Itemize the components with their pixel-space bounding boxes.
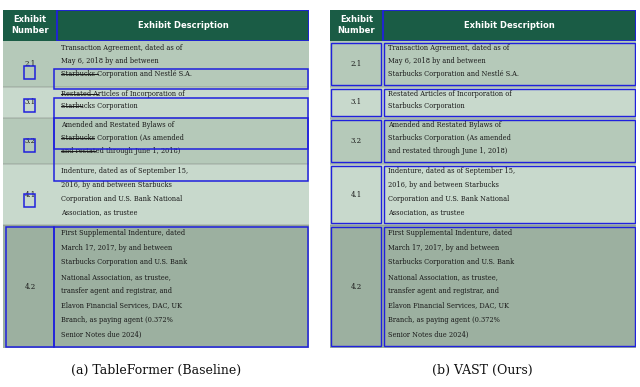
- Text: 2016, by and between Starbucks: 2016, by and between Starbucks: [61, 181, 172, 189]
- Text: National Association, as trustee,: National Association, as trustee,: [388, 273, 497, 281]
- Text: Indenture, dated as of September 15,: Indenture, dated as of September 15,: [61, 167, 188, 175]
- Bar: [54, 68, 308, 89]
- Text: National Association, as trustee,: National Association, as trustee,: [61, 273, 171, 281]
- Bar: [3, 118, 309, 164]
- Bar: [330, 164, 636, 225]
- Text: 2.1: 2.1: [351, 60, 362, 68]
- Text: and restated through June 1, 2018): and restated through June 1, 2018): [388, 147, 507, 155]
- Text: 4.2: 4.2: [351, 283, 362, 291]
- Bar: [330, 118, 636, 164]
- Bar: [332, 227, 381, 346]
- Bar: [24, 194, 35, 207]
- Bar: [330, 87, 636, 118]
- Text: transfer agent and registrar, and: transfer agent and registrar, and: [61, 287, 172, 295]
- Text: Transaction Agreement, dated as of: Transaction Agreement, dated as of: [61, 44, 182, 52]
- Text: Elavon Financial Services, DAC, UK: Elavon Financial Services, DAC, UK: [388, 301, 509, 310]
- Bar: [3, 164, 309, 225]
- Bar: [384, 227, 635, 346]
- Bar: [384, 166, 635, 223]
- Bar: [57, 10, 309, 41]
- Bar: [3, 225, 309, 348]
- Text: 3.1: 3.1: [24, 98, 36, 106]
- Text: 4.1: 4.1: [24, 190, 36, 199]
- Text: Indenture, dated as of September 15,: Indenture, dated as of September 15,: [388, 167, 515, 175]
- Bar: [54, 118, 308, 181]
- Bar: [54, 227, 308, 347]
- Text: Starbucks Corporation (As amended: Starbucks Corporation (As amended: [388, 134, 511, 142]
- Text: Starbucks Corporation and Nestlé S.A.: Starbucks Corporation and Nestlé S.A.: [61, 70, 193, 79]
- Bar: [3, 41, 309, 87]
- Bar: [332, 166, 381, 223]
- Text: Amended and Restated Bylaws of: Amended and Restated Bylaws of: [61, 121, 175, 129]
- Bar: [24, 66, 35, 79]
- Text: Branch, as paying agent (0.372%: Branch, as paying agent (0.372%: [388, 316, 500, 324]
- Text: May 6, 2018 by and between: May 6, 2018 by and between: [61, 57, 159, 65]
- Bar: [6, 227, 54, 347]
- Text: Elavon Financial Services, DAC, UK: Elavon Financial Services, DAC, UK: [61, 301, 182, 310]
- Bar: [384, 120, 635, 162]
- Text: Transaction Agreement, dated as of: Transaction Agreement, dated as of: [388, 44, 509, 52]
- Text: Starbucks Corporation: Starbucks Corporation: [388, 102, 465, 110]
- Text: 3.2: 3.2: [24, 137, 36, 145]
- Text: Senior Notes due 2024): Senior Notes due 2024): [61, 330, 142, 339]
- Bar: [384, 43, 635, 85]
- Text: Association, as trustee: Association, as trustee: [61, 208, 138, 216]
- Text: Amended and Restated Bylaws of: Amended and Restated Bylaws of: [388, 121, 501, 129]
- Text: and restated through June 1, 2018): and restated through June 1, 2018): [61, 147, 180, 155]
- Bar: [384, 89, 635, 116]
- Text: Association, as trustee: Association, as trustee: [388, 208, 464, 216]
- Bar: [383, 10, 636, 41]
- Text: May 6, 2018 by and between: May 6, 2018 by and between: [388, 57, 486, 65]
- Bar: [54, 98, 308, 149]
- Text: 2.1: 2.1: [24, 60, 36, 68]
- Bar: [24, 99, 35, 112]
- Text: 3.1: 3.1: [351, 98, 362, 106]
- Text: Exhibit
Number: Exhibit Number: [11, 15, 49, 35]
- Text: Restated Articles of Incorporation of: Restated Articles of Incorporation of: [388, 90, 511, 98]
- Text: Exhibit
Number: Exhibit Number: [337, 15, 375, 35]
- Text: Branch, as paying agent (0.372%: Branch, as paying agent (0.372%: [61, 316, 173, 324]
- Text: Starbucks Corporation (As amended: Starbucks Corporation (As amended: [61, 134, 184, 142]
- Text: 3.2: 3.2: [351, 137, 362, 145]
- Bar: [332, 89, 381, 116]
- Bar: [3, 10, 309, 41]
- Text: Corporation and U.S. Bank National: Corporation and U.S. Bank National: [388, 195, 509, 203]
- Text: (b) VAST (Ours): (b) VAST (Ours): [432, 364, 533, 377]
- Text: Exhibit Description: Exhibit Description: [138, 21, 228, 30]
- Text: March 17, 2017, by and between: March 17, 2017, by and between: [61, 244, 173, 252]
- Text: Senior Notes due 2024): Senior Notes due 2024): [388, 330, 468, 339]
- Text: 4.1: 4.1: [351, 190, 362, 199]
- Bar: [330, 225, 636, 348]
- Text: transfer agent and registrar, and: transfer agent and registrar, and: [388, 287, 499, 295]
- Bar: [330, 10, 636, 41]
- Text: First Supplemental Indenture, dated: First Supplemental Indenture, dated: [388, 229, 512, 237]
- Text: 4.2: 4.2: [24, 283, 36, 291]
- Text: March 17, 2017, by and between: March 17, 2017, by and between: [388, 244, 499, 252]
- Text: Exhibit Description: Exhibit Description: [464, 21, 555, 30]
- Bar: [24, 139, 35, 152]
- Text: Starbucks Corporation: Starbucks Corporation: [61, 102, 138, 110]
- Bar: [332, 120, 381, 162]
- Text: 2016, by and between Starbucks: 2016, by and between Starbucks: [388, 181, 499, 189]
- Bar: [332, 43, 381, 85]
- Text: (a) TableFormer (Baseline): (a) TableFormer (Baseline): [71, 364, 241, 377]
- Text: Corporation and U.S. Bank National: Corporation and U.S. Bank National: [61, 195, 182, 203]
- Bar: [3, 87, 309, 118]
- Text: Starbucks Corporation and U.S. Bank: Starbucks Corporation and U.S. Bank: [61, 258, 188, 266]
- Text: First Supplemental Indenture, dated: First Supplemental Indenture, dated: [61, 229, 186, 237]
- Bar: [330, 41, 636, 87]
- Text: Starbucks Corporation and U.S. Bank: Starbucks Corporation and U.S. Bank: [388, 258, 514, 266]
- Text: Restated Articles of Incorporation of: Restated Articles of Incorporation of: [61, 90, 185, 98]
- Text: Starbucks Corporation and Nestlé S.A.: Starbucks Corporation and Nestlé S.A.: [388, 70, 519, 79]
